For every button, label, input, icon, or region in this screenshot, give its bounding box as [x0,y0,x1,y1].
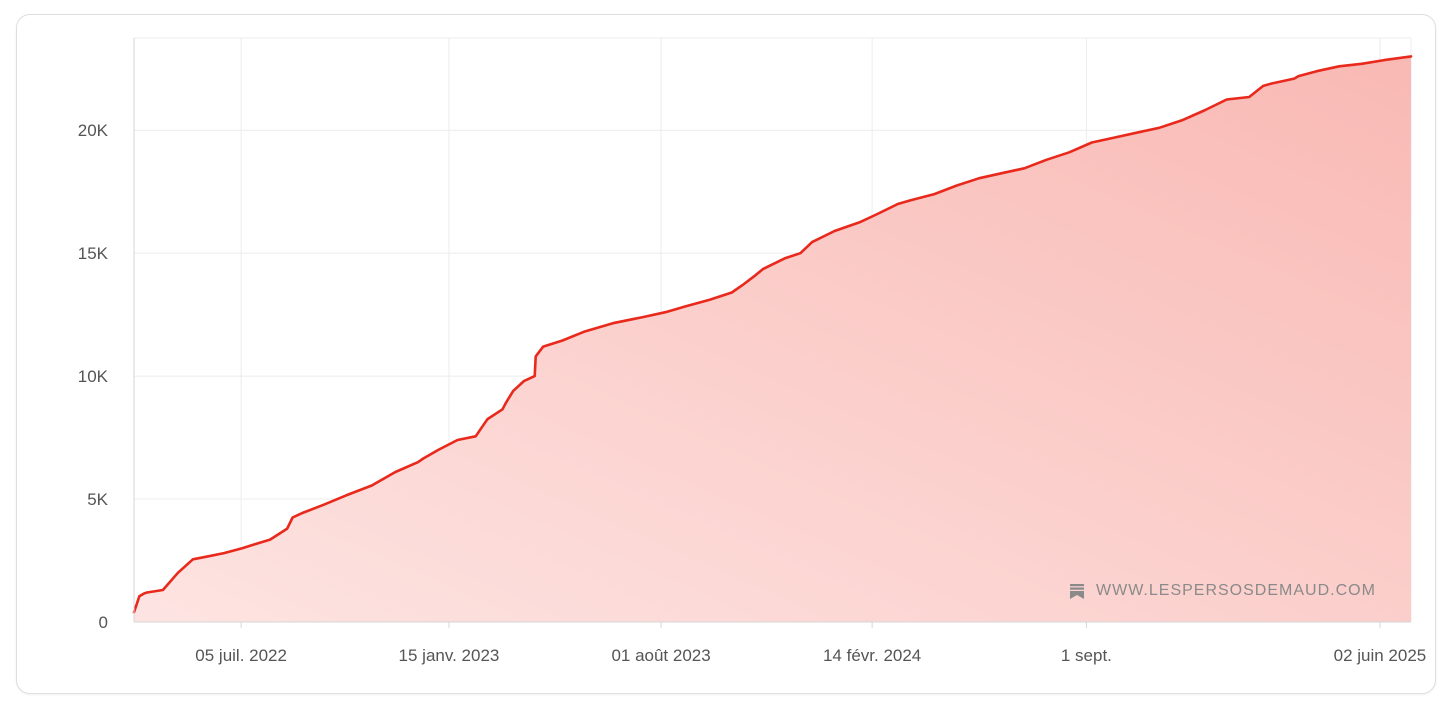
watermark-text: WWW.LESPERSOSDEMAUD.COM [1096,582,1376,599]
y-tick-label: 5K [87,490,108,509]
y-tick-label: 15K [78,244,109,263]
tick-labels: 0 5K 10K 15K 20K 05 juil. 2022 15 janv. 2023 01… [78,121,1427,665]
y-tick-label: 20K [78,121,109,140]
x-tick-label: 1 sept. [1061,646,1112,665]
watermark[interactable]: WWW.LESPERSOSDEMAUD.COM [1068,581,1376,601]
area-series [132,55,1413,622]
y-tick-label: 10K [78,367,109,386]
area-fill [134,56,1411,622]
axes [133,38,1411,628]
x-tick-label: 14 févr. 2024 [823,646,921,665]
bookmark-icon [1068,582,1086,600]
series-line [132,55,1413,614]
x-tick-label: 01 août 2023 [611,646,710,665]
y-tick-label: 0 [99,613,108,632]
x-tick-label: 05 juil. 2022 [195,646,287,665]
x-tick-label: 02 juin 2025 [1334,646,1427,665]
x-tick-label: 15 janv. 2023 [399,646,500,665]
